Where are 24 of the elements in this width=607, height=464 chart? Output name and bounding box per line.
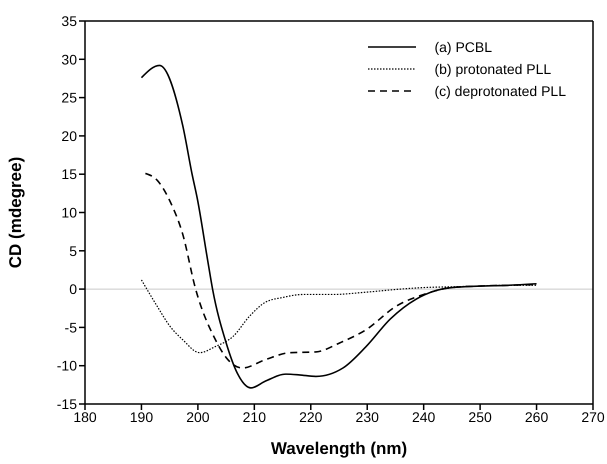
- x-tick-label: 210: [242, 408, 266, 425]
- x-tick-label: 190: [130, 408, 154, 425]
- x-tick-label: 230: [356, 408, 380, 425]
- y-tick-label: 5: [69, 242, 78, 259]
- y-tick-label: 0: [69, 281, 78, 298]
- x-tick-label: 220: [299, 408, 323, 425]
- y-tick-label: 20: [61, 128, 78, 144]
- y-tick-label: -10: [56, 358, 78, 374]
- x-tick-label: 240: [412, 408, 436, 425]
- x-tick-label: 200: [186, 408, 210, 425]
- y-tick-label: 15: [61, 166, 78, 182]
- y-tick-label: 10: [61, 204, 78, 220]
- x-axis-title: Wavelength (nm): [270, 439, 408, 458]
- y-tick-label: 35: [61, 12, 78, 29]
- y-tick-label: 25: [61, 90, 78, 106]
- y-axis-title: CD (mdegree): [6, 156, 26, 268]
- legend-label: (c) deprotonated PLL: [434, 83, 566, 99]
- x-tick-label: 260: [524, 408, 548, 425]
- x-tick-label: 250: [468, 408, 492, 425]
- x-tick-label: 270: [581, 408, 605, 425]
- y-tick-label: 30: [61, 51, 78, 68]
- legend-label: (b) protonated PLL: [434, 61, 552, 77]
- y-tick-label: -5: [64, 319, 78, 336]
- legend-label: (a) PCBL: [434, 39, 492, 55]
